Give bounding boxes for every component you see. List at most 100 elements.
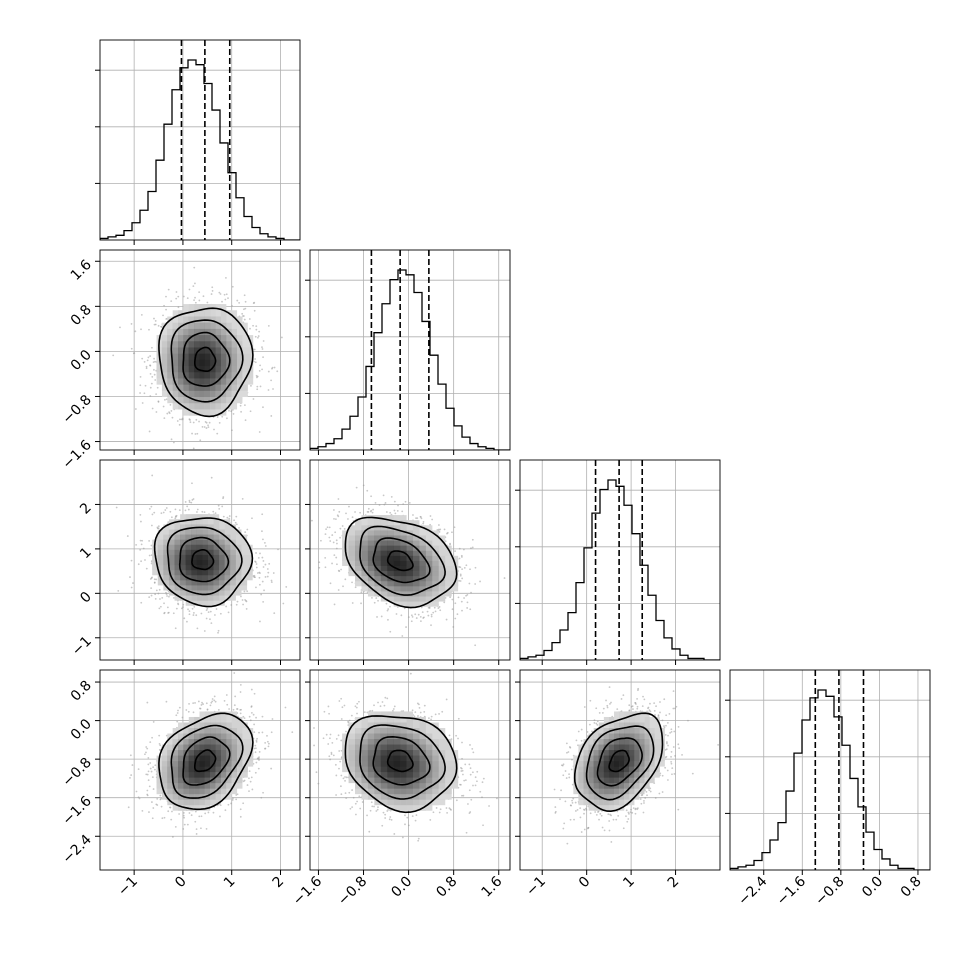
scatter-point <box>216 432 219 435</box>
scatter-point <box>259 364 262 367</box>
scatter-point <box>158 742 161 745</box>
scatter-point <box>252 360 255 363</box>
scatter-point <box>257 767 260 770</box>
density-cell <box>188 316 200 329</box>
scatter-point <box>665 714 668 717</box>
scatter-point <box>385 511 388 513</box>
scatter-point <box>369 710 372 712</box>
scatter-point <box>345 776 348 779</box>
scatter-point <box>583 808 585 811</box>
scatter-point <box>449 542 451 545</box>
scatter-point <box>315 771 318 774</box>
scatter-point <box>377 806 379 809</box>
scatter-point <box>168 411 170 414</box>
scatter-point <box>635 703 637 705</box>
scatter-point <box>148 554 151 557</box>
scatter-point <box>421 611 424 614</box>
scatter-point <box>216 416 219 418</box>
scatter-point <box>183 617 186 620</box>
scatter-point <box>277 548 279 551</box>
scatter-point <box>603 829 606 832</box>
scatter-point <box>366 510 369 513</box>
scatter-point <box>211 286 214 289</box>
scatter-point <box>270 579 273 582</box>
scatter-point <box>217 708 220 711</box>
x-tick-label: 2 <box>270 874 288 892</box>
scatter-point <box>150 554 153 556</box>
scatter-point <box>248 770 251 773</box>
scatter-point <box>241 599 244 601</box>
scatter-point <box>661 791 664 793</box>
scatter-point <box>244 531 247 533</box>
scatter-point <box>359 807 362 810</box>
scatter-point <box>262 538 264 541</box>
scatter-point <box>390 818 393 821</box>
scatter-point <box>192 447 195 450</box>
scatter-point <box>240 410 242 413</box>
scatter-point <box>253 574 256 577</box>
scatter-point <box>252 713 255 716</box>
scatter-point <box>254 751 257 754</box>
scatter-point <box>335 547 338 550</box>
scatter-point <box>333 603 336 606</box>
scatter-point <box>459 566 462 569</box>
scatter-point <box>339 760 342 763</box>
scatter-point <box>313 727 315 729</box>
scatter-point <box>385 602 388 605</box>
scatter-point <box>417 837 420 840</box>
scatter-point <box>313 744 315 747</box>
scatter-point <box>439 808 442 811</box>
scatter-point <box>671 767 674 770</box>
scatter-point <box>132 582 134 584</box>
scatter-point <box>230 410 233 413</box>
scatter-point <box>262 356 264 359</box>
scatter-point <box>143 361 146 363</box>
scatter-point <box>408 501 411 504</box>
scatter-point <box>188 703 190 705</box>
scatter-point <box>157 527 160 530</box>
scatter-point <box>222 496 225 498</box>
scatter-point <box>194 810 197 813</box>
scatter-point <box>335 556 338 559</box>
scatter-point <box>583 812 585 815</box>
scatter-point <box>373 805 375 808</box>
scatter-point <box>393 509 396 512</box>
scatter-point <box>335 774 338 777</box>
scatter-point <box>674 707 676 710</box>
scatter-point <box>384 817 387 819</box>
scatter-point <box>411 615 414 618</box>
scatter-point <box>149 767 152 770</box>
density-cell <box>172 335 184 348</box>
scatter-point <box>177 306 180 309</box>
scatter-point <box>370 495 373 498</box>
scatter-point <box>129 754 132 757</box>
scatter-point <box>238 301 241 304</box>
scatter-point <box>188 501 191 504</box>
scatter-point <box>151 576 153 579</box>
scatter-point <box>154 360 156 363</box>
scatter-point <box>559 798 561 801</box>
scatter-point <box>162 405 165 408</box>
panel-3-2 <box>553 686 720 845</box>
scatter-point <box>188 610 191 613</box>
scatter-point <box>139 392 141 394</box>
scatter-point <box>354 511 356 513</box>
scatter-point <box>653 702 656 705</box>
scatter-point <box>236 299 239 302</box>
scatter-point <box>140 328 142 331</box>
scatter-point <box>387 618 389 621</box>
scatter-point <box>657 714 660 717</box>
scatter-point <box>394 512 397 515</box>
scatter-point <box>177 295 180 298</box>
scatter-point <box>333 509 335 511</box>
scatter-point <box>392 708 395 710</box>
scatter-point <box>461 794 463 797</box>
density-cell <box>241 544 253 555</box>
scatter-point <box>348 505 350 508</box>
scatter-point <box>256 385 259 388</box>
scatter-point <box>132 352 135 355</box>
scatter-point <box>595 707 598 710</box>
scatter-point <box>414 711 417 713</box>
scatter-point <box>345 512 347 515</box>
scatter-point <box>330 751 333 754</box>
